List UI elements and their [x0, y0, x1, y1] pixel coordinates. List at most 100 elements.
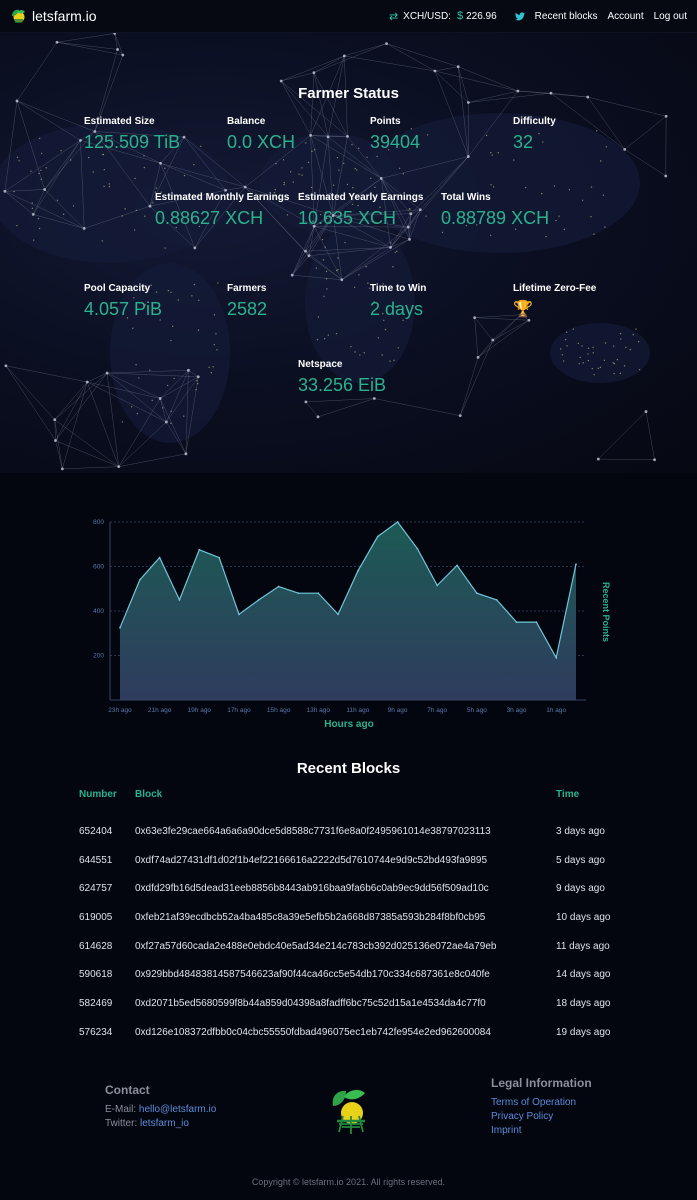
- y-tick-label: 600: [93, 564, 104, 571]
- block-number: 644551: [79, 854, 113, 866]
- header-time: Time: [556, 789, 580, 800]
- x-tick-label: 7h ago: [427, 707, 447, 714]
- table-row: 644551 0xdf74ad27431df1d02f1b4ef22166616…: [79, 846, 639, 875]
- block-hash: 0xdfd29fb16d5dead31eeb8856b8443ab916baa9…: [135, 883, 489, 895]
- stat-value: 33.256 EiB: [298, 375, 387, 395]
- block-number: 582469: [79, 997, 113, 1009]
- data-point: [297, 592, 300, 595]
- points-line: [119, 521, 577, 660]
- data-point: [218, 556, 221, 559]
- block-hash: 0xd126e108372dfbb0c04cbc55550fdbad496075…: [135, 1026, 491, 1038]
- stat-value: 2582: [227, 299, 268, 319]
- farmer-status-section: Farmer Status Estimated Size 125.509 TiB…: [0, 33, 697, 473]
- stat-label: Estimated Size: [84, 116, 155, 127]
- table-header: Number Block Time: [79, 789, 639, 805]
- table-row: 582469 0xd2071b5ed5680599f8b44a859d04398…: [79, 989, 639, 1018]
- stat-value: 39404: [370, 132, 421, 152]
- x-tick-label: 11h ago: [346, 707, 369, 714]
- stat-value: 0.88627 XCH: [155, 208, 264, 228]
- table-row: 652404 0x63e3fe29cae664a6a6a90dce5d8588c…: [79, 817, 639, 846]
- data-point: [119, 626, 121, 629]
- terms-link[interactable]: Terms of Operation: [491, 1097, 577, 1108]
- block-hash: 0x63e3fe29cae664a6a6a90dce5d8588c7731f6e…: [135, 825, 491, 837]
- y-tick-label: 800: [93, 519, 104, 526]
- block-hash: 0xd2071b5ed5680599f8b44a859d04398a8fadff…: [135, 997, 486, 1009]
- x-tick-label: 21h ago: [148, 707, 172, 714]
- data-point: [198, 548, 201, 551]
- block-hash: 0xf27a57d60cada2e488e0ebdc40e5ad34e214c7…: [135, 940, 497, 952]
- data-point: [376, 535, 379, 538]
- block-number: 652404: [79, 825, 113, 837]
- x-tick-label: 23h ago: [108, 707, 132, 714]
- data-point: [277, 585, 280, 588]
- email-label: E-Mail:: [105, 1104, 137, 1115]
- stat-value: 0.88789 XCH: [441, 208, 550, 228]
- stat-label: Difficulty: [513, 116, 556, 127]
- data-point: [238, 613, 240, 616]
- data-point: [257, 598, 260, 601]
- recent-blocks-link[interactable]: Recent blocks: [534, 10, 598, 22]
- letsfarm-logo-icon: [12, 9, 25, 23]
- data-point: [158, 556, 161, 559]
- copyright: Copyright © letsfarm.io 2021. All rights…: [251, 1177, 446, 1187]
- recent-points-chart: 200 400 600 800 23h ago 21h ago 19h ago 17h ag…: [0, 508, 697, 738]
- data-point: [357, 570, 359, 572]
- logout-link[interactable]: Log out: [653, 10, 687, 22]
- recent-blocks-title: Recent Blocks: [296, 760, 401, 777]
- twitter-icon[interactable]: [514, 11, 525, 21]
- twitter-link[interactable]: letsfarm_io: [140, 1118, 189, 1129]
- stat-label: Total Wins: [441, 192, 491, 203]
- stat-estimated-size: Estimated Size 125.509 TiB: [84, 116, 180, 153]
- trophy-icon: 🏆: [513, 301, 533, 318]
- y-tick-label: 200: [93, 653, 104, 660]
- data-point: [178, 598, 181, 601]
- table-row: 590618 0x929bbd48483814587546623af90f44c…: [79, 960, 639, 989]
- x-tick-label: 9h ago: [388, 707, 408, 714]
- block-hash: 0xfeb21af39ecdbcb52a4ba485c8a39e5efb5b2a…: [135, 911, 486, 923]
- table-row: 619005 0xfeb21af39ecdbcb52a4ba485c8a39e5…: [79, 903, 639, 932]
- privacy-link[interactable]: Privacy Policy: [491, 1111, 554, 1122]
- stat-label: Pool Capacity: [84, 283, 151, 294]
- data-point: [456, 564, 458, 567]
- data-point: [475, 592, 478, 595]
- brand-link[interactable]: letsfarm.io: [10, 8, 97, 24]
- stat-label: Balance: [227, 116, 266, 127]
- stat-estimated-monthly-earnings: Estimated Monthly Earnings 0.88627 XCH: [155, 192, 289, 229]
- brand-name: letsfarm.io: [32, 8, 97, 24]
- stat-label: Netspace: [298, 359, 343, 370]
- email-link[interactable]: hello@letsfarm.io: [138, 1104, 217, 1115]
- legal-title: Legal Information: [491, 1076, 592, 1090]
- footer-contact: Contact E-Mail: hello@letsfarm.io Twitte…: [105, 1083, 216, 1132]
- block-time: 3 days ago: [556, 825, 605, 837]
- data-point: [416, 547, 419, 550]
- stat-value: 4.057 PiB: [84, 299, 163, 319]
- imprint-link[interactable]: Imprint: [491, 1125, 522, 1136]
- block-time: 10 days ago: [556, 911, 611, 923]
- header-number: Number: [79, 789, 117, 800]
- recent-points-chart-svg: 200 400 600 800 23h ago 21h ago 19h ago 17h ag…: [93, 519, 611, 730]
- account-link[interactable]: Account: [607, 10, 644, 22]
- block-number: 614628: [79, 940, 113, 952]
- block-time: 14 days ago: [556, 969, 611, 981]
- y-tick-label: 400: [93, 608, 104, 615]
- navbar: letsfarm.io ⇄ XCH/USD: $ 226.96 Recent b…: [0, 0, 697, 33]
- data-point: [317, 592, 320, 595]
- stat-label: Lifetime Zero-Fee: [513, 283, 597, 294]
- x-tick-label: 5h ago: [467, 707, 487, 714]
- stat-total-wins: Total Wins 0.88789 XCH: [441, 192, 549, 229]
- stat-time-to-win: Time to Win 2 days: [370, 283, 426, 320]
- block-time: 5 days ago: [556, 854, 605, 866]
- world-network-background: [0, 33, 668, 471]
- x-tick-label: 13h ago: [307, 707, 331, 714]
- y-axis-label: Recent Points: [601, 582, 611, 642]
- block-number: 590618: [79, 969, 113, 981]
- stat-label: Points: [370, 116, 401, 127]
- data-point: [515, 621, 518, 624]
- block-number: 619005: [79, 911, 113, 923]
- x-tick-label: 17h ago: [227, 707, 251, 714]
- table-row: 576234 0xd126e108372dfbb0c04cbc55550fdba…: [79, 1018, 639, 1047]
- data-point: [396, 521, 399, 523]
- contact-title: Contact: [105, 1083, 150, 1097]
- dollar-icon: $: [456, 10, 464, 22]
- footer-legal: Legal Information Terms of Operation Pri…: [491, 1076, 592, 1139]
